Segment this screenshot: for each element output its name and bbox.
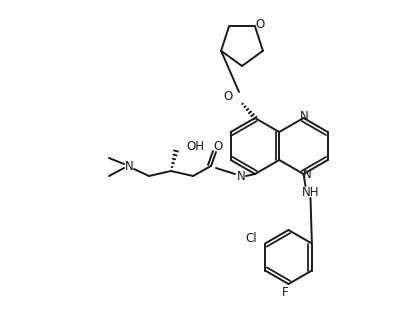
Text: O: O [213,140,222,154]
Text: N: N [300,111,309,123]
Text: N: N [125,160,133,172]
Text: N: N [303,167,312,181]
Text: OH: OH [186,139,204,153]
Text: N: N [237,170,246,182]
Text: NH: NH [302,186,319,198]
Text: O: O [224,89,233,102]
Text: O: O [255,18,265,31]
Text: Cl: Cl [246,232,257,245]
Text: F: F [282,285,289,299]
